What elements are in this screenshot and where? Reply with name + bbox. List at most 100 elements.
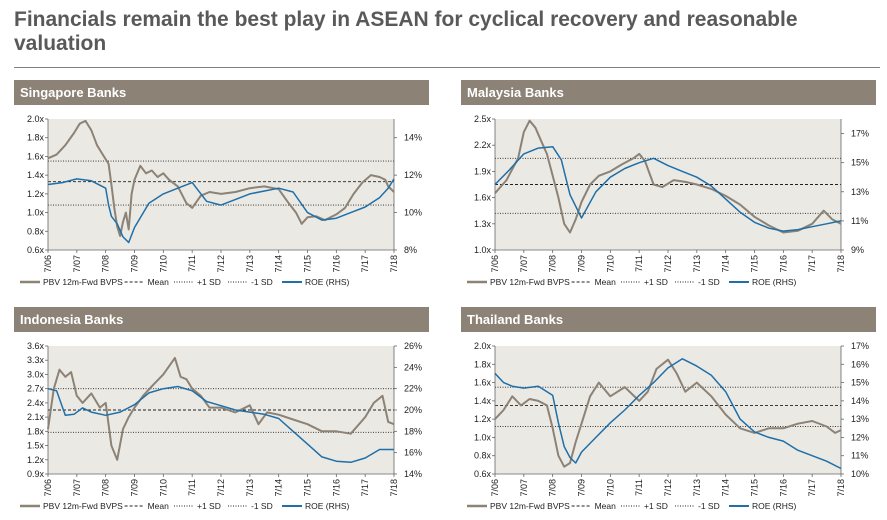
left-tick-label: 0.6x [27,245,45,255]
x-tick-label: 7/18 [836,479,846,497]
x-tick-label: 7/10 [158,255,168,273]
legend-minus-sd-label: -1 SD [698,277,720,287]
x-tick-label: 7/15 [750,479,760,497]
chart-indonesia: 0.9x 1.2x 1.5x 1.8x 2.1x 2.4x 2.7x 3.0x 3.3x 3.6x… [20,341,422,511]
x-tick-label: 7/12 [216,255,226,273]
x-tick-label: 7/09 [130,479,140,497]
right-tick-label: 15% [851,158,869,168]
x-tick-label: 7/18 [389,479,399,497]
x-tick-label: 7/12 [663,479,673,497]
left-tick-label: 1.4x [27,170,45,180]
legend-plus-sd-label: +1 SD [644,501,668,511]
left-tick-label: 2.0x [474,341,492,351]
legend-pbv-label: PBV 12m-Fwd BVPS [43,277,123,287]
x-tick-label: 7/07 [72,479,82,497]
x-tick-label: 7/17 [807,255,817,273]
x-tick-label: 7/06 [490,255,500,273]
legend-mean-label: Mean [595,501,617,511]
x-tick-label: 7/14 [721,255,731,273]
right-tick-label: 18% [404,426,422,436]
x-tick-label: 7/15 [750,255,760,273]
x-tick-label: 7/15 [303,255,313,273]
right-tick-label: 11% [851,451,868,461]
roe-series-line [47,178,395,244]
right-tick-label: 20% [404,405,422,415]
x-tick-label: 7/08 [548,255,558,273]
left-tick-label: 1.2x [27,455,45,465]
right-tick-label: 14% [404,469,422,479]
left-tick-label: 2.1x [27,412,45,422]
left-tick-label: 1.0x [27,208,45,218]
left-tick-label: 2.7x [27,384,45,394]
panel-title: Thailand Banks [461,307,876,332]
left-tick-label: 0.8x [474,451,492,461]
x-tick-label: 7/08 [101,255,111,273]
legend-plus-sd-label: +1 SD [197,501,221,511]
plot-area [495,346,841,474]
left-tick-label: 1.6x [27,151,45,161]
x-tick-label: 7/09 [130,255,140,273]
x-tick-label: 7/17 [360,255,370,273]
right-tick-label: 14% [851,396,869,406]
x-tick-label: 7/06 [43,479,53,497]
right-tick-label: 11% [851,216,868,226]
left-tick-label: 2.0x [27,114,45,124]
x-tick-label: 7/11 [634,479,644,496]
right-tick-label: 17% [851,341,869,351]
pbv-series-line [47,119,395,237]
left-tick-label: 1.8x [27,426,45,436]
left-tick-label: 1.5x [27,441,45,451]
left-tick-label: 1.2x [27,189,45,199]
left-tick-label: 1.0x [474,245,492,255]
right-tick-label: 17% [851,129,869,139]
left-tick-label: 1.4x [474,396,492,406]
panel-malaysia: Malaysia Banks 1.0x 1.3x 1.6x 1.9x 2.2x 2.5x 9… [461,80,876,295]
panel-title: Malaysia Banks [461,80,876,105]
panel-title: Indonesia Banks [14,307,429,332]
left-tick-label: 2.2x [474,140,492,150]
x-tick-label: 7/18 [389,255,399,273]
right-tick-label: 9% [851,245,864,255]
x-tick-label: 7/17 [360,479,370,497]
right-tick-label: 10% [851,469,869,479]
page-title: Financials remain the best play in ASEAN… [14,8,798,55]
left-tick-label: 1.8x [474,359,492,369]
x-tick-label: 7/11 [187,255,197,272]
legend-roe-label: ROE (RHS) [305,277,350,287]
left-tick-label: 1.6x [474,378,492,388]
right-tick-label: 8% [404,245,417,255]
legend-plus-sd-label: +1 SD [644,277,668,287]
pbv-series-line [494,358,842,468]
left-tick-label: 1.6x [474,193,492,203]
x-tick-label: 7/09 [577,255,587,273]
right-tick-label: 14% [404,133,422,143]
x-tick-label: 7/15 [303,479,313,497]
right-tick-label: 15% [851,378,869,388]
panel-title: Singapore Banks [14,80,429,105]
left-tick-label: 0.8x [27,226,45,236]
legend-pbv-label: PBV 12m-Fwd BVPS [490,501,570,511]
right-tick-label: 13% [851,414,869,424]
x-tick-label: 7/18 [836,255,846,273]
x-tick-label: 7/14 [274,255,284,273]
chart-singapore: 0.6x 0.8x 1.0x 1.2x 1.4x 1.6x 1.8x 2.0x 8% 10% 12%… [20,114,422,287]
left-tick-label: 1.0x [474,432,492,442]
legend-pbv-label: PBV 12m-Fwd BVPS [43,501,123,511]
left-tick-label: 0.9x [27,469,45,479]
panel-indonesia: Indonesia Banks 0.9x 1.2x 1.5x 1.8x 2.1x 2.4x… [14,307,429,517]
left-tick-label: 2.5x [474,114,492,124]
left-tick-label: 2.4x [27,398,45,408]
legend-roe-label: ROE (RHS) [305,501,350,511]
roe-series-line [47,385,394,464]
right-tick-label: 12% [404,170,422,180]
x-tick-label: 7/11 [634,255,644,272]
right-tick-label: 12% [851,432,869,442]
x-tick-label: 7/17 [807,479,817,497]
left-tick-label: 1.2x [474,414,492,424]
panel-singapore: Singapore Banks 0.6x 0.8x 1.0x 1.2x 1.4x 1.6x… [14,80,429,295]
x-tick-label: 7/13 [692,255,702,273]
legend-mean-label: Mean [595,277,617,287]
right-tick-label: 16% [404,448,422,458]
x-tick-label: 7/09 [577,479,587,497]
right-tick-label: 16% [851,359,869,369]
